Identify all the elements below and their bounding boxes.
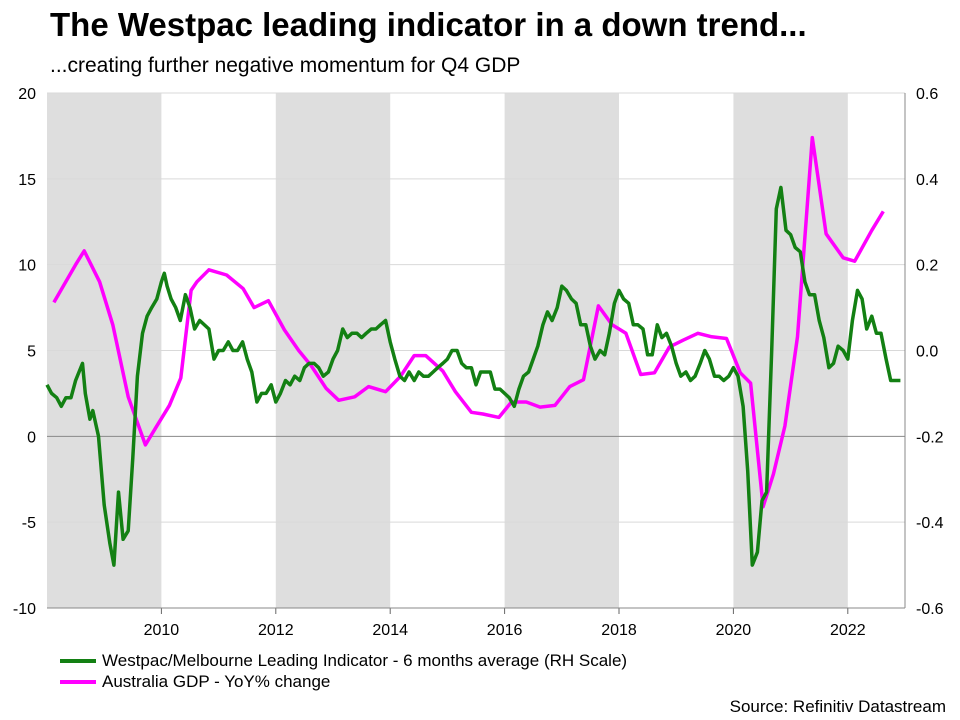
x-tick-label: 2014 [372,622,408,639]
y-right-tick-label: 0.4 [916,172,938,189]
y-left-tick-label: 10 [18,258,36,275]
legend-swatch-gdp [60,679,96,684]
x-tick-label: 2022 [830,622,866,639]
legend-item-gdp: Australia GDP - YoY% change [60,671,627,692]
legend-item-wli: Westpac/Melbourne Leading Indicator - 6 … [60,650,627,671]
x-tick-label: 2018 [601,622,637,639]
tick-labels: 20 15 10 5 0 -5 -10 0.6 0.4 0.2 0.0 -0.2 -0.4 -0.6 201… [13,86,944,639]
y-right-tick-label: -0.4 [916,515,944,532]
legend-swatch-wli [60,658,96,663]
y-left-tick-label: -5 [22,515,36,532]
y-right-tick-label: 0.0 [916,344,938,361]
legend: Westpac/Melbourne Leading Indicator - 6 … [60,650,627,692]
y-right-tick-label: -0.2 [916,429,944,446]
y-left-tick-label: 5 [27,344,36,361]
y-left-tick-label: 20 [18,86,36,103]
x-tick-label: 2010 [144,622,180,639]
x-tick-label: 2020 [716,622,752,639]
y-left-tick-label: 15 [18,172,36,189]
chart-subtitle: ...creating further negative momentum fo… [50,54,521,77]
gridlines [47,92,905,523]
y-left-tick-label: -10 [13,601,36,618]
y-left-tick-label: 0 [27,429,36,446]
y-right-tick-label: 0.6 [916,86,938,103]
axes [47,93,906,614]
legend-label-gdp: Australia GDP - YoY% change [102,671,331,691]
series-line-westpac-leading-indicator [45,185,901,567]
y-right-tick-label: 0.2 [916,258,938,275]
series-lines [45,135,901,567]
y-right-tick-label: -0.6 [916,601,944,618]
source-note: Source: Refinitiv Datastream [729,697,946,716]
x-tick-label: 2012 [258,622,294,639]
series-line-australia-gdp [52,135,885,509]
chart-canvas: 20 15 10 5 0 -5 -10 0.6 0.4 0.2 0.0 -0.2 -0.4 -0.6 201… [13,86,944,639]
x-tick-label: 2016 [487,622,523,639]
chart-title: The Westpac leading indicator in a down … [50,6,807,43]
legend-label-wli: Westpac/Melbourne Leading Indicator - 6 … [102,650,628,670]
